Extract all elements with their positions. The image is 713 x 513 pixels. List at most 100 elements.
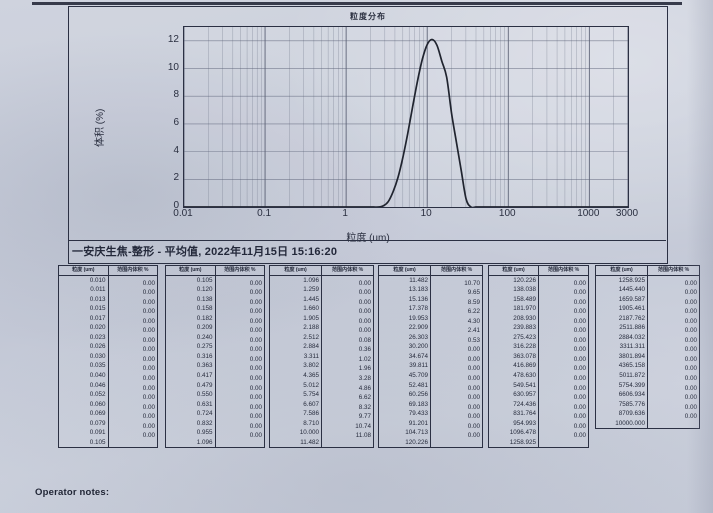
particle-size-cell: 91.201 bbox=[379, 418, 431, 429]
table-row: 30.200 0.00 bbox=[379, 342, 482, 353]
y-tick-label: 12 bbox=[167, 33, 179, 45]
volume-in-range-cell: 0.00 bbox=[249, 289, 262, 297]
particle-size-cell: 2.188 bbox=[270, 323, 322, 333]
particle-size-cell: 2.884 bbox=[270, 342, 322, 352]
table-row: 10000.000 bbox=[596, 418, 699, 429]
particle-size-cell: 0.417 bbox=[166, 370, 216, 381]
particle-size-cell: 1.096 bbox=[270, 275, 322, 286]
table-row: 60.256 0.00 bbox=[379, 390, 482, 401]
table-row: 0.091 0.00 bbox=[59, 428, 157, 439]
particle-size-cell: 7585.776 bbox=[596, 399, 648, 410]
table-row: 1.660 0.00 bbox=[270, 304, 373, 316]
x-tick-label: 3000 bbox=[615, 208, 639, 219]
table-row: 0.105 bbox=[59, 437, 157, 448]
particle-size-cell: 1905.461 bbox=[596, 304, 648, 314]
table-header-cell: 范围内体积 % bbox=[430, 266, 482, 276]
volume-in-range-cell: 0.00 bbox=[358, 298, 371, 306]
particle-size-cell: 3311.311 bbox=[596, 342, 648, 352]
table-row: 11.482 10.70 bbox=[379, 275, 482, 287]
table-row: 0.079 0.00 bbox=[59, 418, 157, 430]
table-row: 4.365 3.28 bbox=[270, 370, 373, 382]
table-row: 239.883 0.00 bbox=[489, 323, 588, 334]
volume-in-range-cell: 0.00 bbox=[467, 384, 480, 392]
particle-size-cell: 26.303 bbox=[379, 332, 431, 343]
table-row: 1096.478 0.00 bbox=[489, 428, 588, 439]
volume-in-range-cell: 11.08 bbox=[355, 432, 371, 440]
volume-in-range-cell: 6.22 bbox=[467, 308, 480, 316]
volume-in-range-cell: 0.00 bbox=[467, 374, 480, 382]
table-row: 45.709 0.00 bbox=[379, 370, 482, 382]
volume-in-range-cell: 0.00 bbox=[142, 384, 155, 392]
table-row: 0.035 0.00 bbox=[59, 361, 157, 372]
volume-in-range-cell: 0.00 bbox=[467, 422, 480, 430]
volume-in-range-cell: 0.00 bbox=[573, 279, 586, 287]
volume-in-range-cell: 0.00 bbox=[684, 289, 697, 297]
volume-in-range-cell: 6.62 bbox=[358, 394, 371, 402]
particle-size-cell: 5754.399 bbox=[596, 380, 648, 391]
particle-size-cell: 0.105 bbox=[166, 275, 216, 286]
particle-size-cell: 1659.587 bbox=[596, 294, 648, 305]
table-row: 0.550 0.00 bbox=[166, 390, 264, 401]
table-row: 34.674 0.00 bbox=[379, 351, 482, 363]
particle-size-cell: 0.105 bbox=[59, 437, 109, 448]
table-header-cell: 范围内体积 % bbox=[215, 266, 264, 276]
volume-in-range-cell: 0.53 bbox=[467, 336, 480, 344]
particle-size-cell: 0.209 bbox=[166, 323, 216, 333]
table-row: 120.226 bbox=[379, 437, 482, 448]
data-tables: 粒度 (um) 范围内体积 % 0.010 0.00 0.011 0.00 0.013 0.0… bbox=[58, 265, 708, 480]
particle-size-cell: 0.079 bbox=[59, 418, 109, 429]
x-axis-ticks: 0.01 0.1 1 10 100 1000 3000 bbox=[173, 208, 638, 222]
volume-in-range-cell: 0.00 bbox=[249, 327, 262, 335]
table-row: 91.201 0.00 bbox=[379, 418, 482, 430]
particle-size-cell: 724.436 bbox=[489, 399, 539, 410]
particle-size-cell: 0.316 bbox=[166, 351, 216, 362]
table-row: 954.993 0.00 bbox=[489, 418, 588, 430]
table-row: 0.182 0.00 bbox=[166, 313, 264, 325]
volume-in-range-cell: 4.86 bbox=[358, 384, 371, 392]
volume-in-range-cell: 0.00 bbox=[573, 374, 586, 382]
operator-notes-label: Operator notes: bbox=[35, 487, 110, 498]
table-row: 2884.032 0.00 bbox=[596, 332, 699, 344]
volume-in-range-cell: 0.00 bbox=[249, 413, 262, 421]
table-row: 13.183 9.65 bbox=[379, 285, 482, 296]
particle-size-cell: 158.489 bbox=[489, 294, 539, 305]
volume-in-range-cell: 0.00 bbox=[573, 394, 586, 402]
volume-in-range-cell: 4.30 bbox=[467, 317, 480, 325]
particle-size-cell: 1.660 bbox=[270, 304, 322, 314]
table-row: 181.970 0.00 bbox=[489, 304, 588, 315]
particle-size-cell: 10000.000 bbox=[596, 418, 648, 429]
table-header-cell: 粒度 (um) bbox=[489, 266, 539, 276]
volume-in-range-cell: 0.00 bbox=[684, 317, 697, 325]
table-row: 7585.776 0.00 bbox=[596, 399, 699, 411]
table-row: 316.228 0.00 bbox=[489, 342, 588, 353]
particle-size-cell: 6606.934 bbox=[596, 390, 648, 400]
table-row: 0.069 0.00 bbox=[59, 409, 157, 421]
volume-in-range-cell: 2.41 bbox=[467, 327, 480, 335]
volume-in-range-cell: 9.77 bbox=[358, 413, 371, 421]
volume-in-range-cell: 0.00 bbox=[467, 413, 480, 421]
table-row: 3.802 1.96 bbox=[270, 361, 373, 372]
table-header-cell: 范围内体积 % bbox=[321, 266, 373, 276]
table-row: 0.363 0.00 bbox=[166, 361, 264, 372]
table-row: 549.541 0.00 bbox=[489, 380, 588, 392]
table-row: 0.316 0.00 bbox=[166, 351, 264, 363]
volume-in-range-cell: 0.00 bbox=[142, 355, 155, 363]
page-top-edge bbox=[32, 2, 682, 5]
table-row: 275.423 0.00 bbox=[489, 332, 588, 344]
volume-in-range-cell: 0.00 bbox=[573, 298, 586, 306]
volume-in-range-cell: 0.00 bbox=[358, 308, 371, 316]
particle-size-cell: 6.607 bbox=[270, 399, 322, 410]
table-row: 416.869 0.00 bbox=[489, 361, 588, 372]
table-row: 4365.158 0.00 bbox=[596, 361, 699, 372]
volume-in-range-cell: 0.00 bbox=[467, 365, 480, 373]
table-row: 0.631 0.00 bbox=[166, 399, 264, 411]
volume-in-range-cell bbox=[322, 441, 374, 451]
volume-in-range-cell: 0.00 bbox=[573, 422, 586, 430]
volume-in-range-cell: 0.00 bbox=[684, 308, 697, 316]
particle-size-cell: 1445.440 bbox=[596, 285, 648, 295]
x-axis-label: 粒度 (um) bbox=[346, 233, 390, 244]
table-header-cell: 粒度 (um) bbox=[270, 266, 322, 276]
table-row: 120.226 0.00 bbox=[489, 275, 588, 287]
volume-in-range-cell bbox=[215, 441, 264, 451]
volume-in-range-cell: 0.00 bbox=[142, 413, 155, 421]
